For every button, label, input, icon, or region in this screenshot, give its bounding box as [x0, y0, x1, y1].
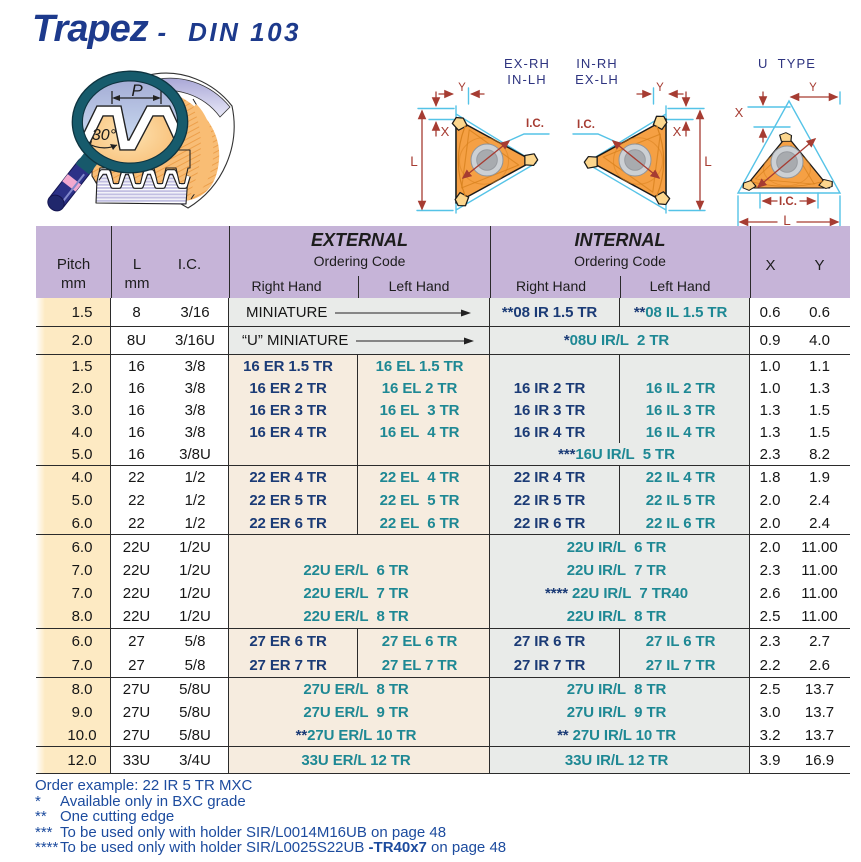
svg-text:Y: Y	[809, 82, 817, 94]
svg-text:30°: 30°	[92, 127, 117, 144]
svg-text:P: P	[131, 81, 143, 100]
svg-text:L: L	[410, 154, 418, 169]
svg-text:X: X	[673, 124, 682, 139]
svg-text:I.C.: I.C.	[577, 119, 595, 131]
svg-text:L: L	[783, 213, 791, 228]
svg-text:I.C.: I.C.	[526, 118, 544, 130]
svg-text:X: X	[735, 105, 744, 120]
svg-text:L: L	[704, 154, 712, 169]
svg-text:Y: Y	[458, 82, 466, 94]
svg-text:Y: Y	[656, 82, 664, 94]
svg-text:I.C.: I.C.	[779, 196, 797, 208]
svg-text:X: X	[441, 124, 450, 139]
